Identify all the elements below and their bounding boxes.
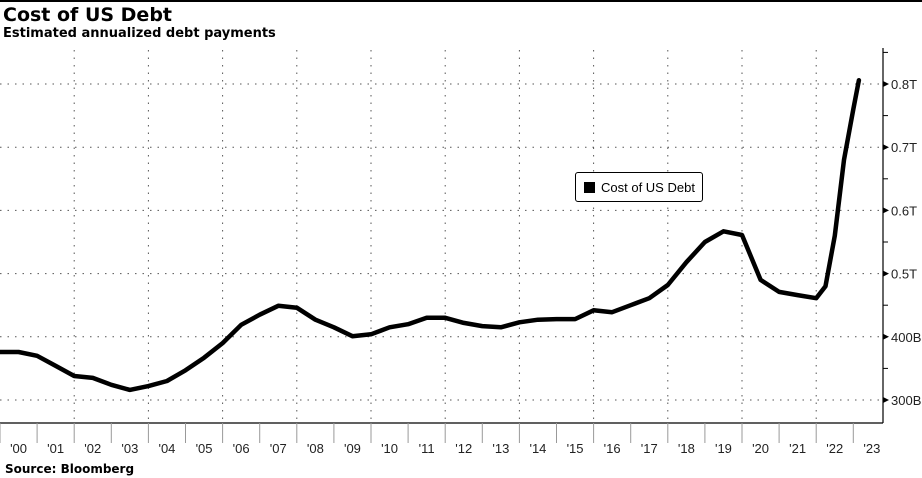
y-tick-marker <box>883 81 889 87</box>
x-tick-label: '16 <box>604 441 621 456</box>
x-tick-label: '11 <box>419 441 435 456</box>
x-tick-label: '08 <box>307 441 324 456</box>
x-tick-label: '03 <box>121 441 138 456</box>
x-tick-label: '00 <box>10 441 27 456</box>
chart-title: Cost of US Debt <box>3 4 173 26</box>
y-tick-marker <box>883 207 889 214</box>
x-tick-label: '17 <box>641 441 658 456</box>
x-tick-label: '01 <box>47 441 64 456</box>
y-tick-marker <box>883 270 889 277</box>
x-tick-label: '07 <box>270 441 287 456</box>
y-tick-marker <box>883 397 889 403</box>
y-tick-label: 0.5T <box>891 267 917 282</box>
legend-label: Cost of US Debt <box>601 179 695 195</box>
y-tick-label: 300B <box>891 393 921 408</box>
x-tick-label: '04 <box>158 441 175 456</box>
x-tick-label: '13 <box>492 441 509 456</box>
y-tick-label: 400B <box>891 330 921 345</box>
x-tick-label: '22 <box>826 441 843 456</box>
x-tick-label: '06 <box>233 441 250 456</box>
y-tick-marker <box>883 333 889 340</box>
x-tick-label: '02 <box>84 441 101 456</box>
y-tick-marker <box>883 144 889 151</box>
x-tick-label: '09 <box>344 441 361 456</box>
series-line <box>0 77 862 393</box>
chart-subtitle: Estimated annualized debt payments <box>3 26 276 41</box>
y-tick-label: 0.7T <box>891 140 917 155</box>
x-tick-label: '18 <box>678 441 695 456</box>
y-tick-label: 0.6T <box>891 203 917 218</box>
x-tick-label: '15 <box>567 441 584 456</box>
x-tick-label: '14 <box>529 441 546 456</box>
top-rule <box>0 0 922 2</box>
x-tick-label: '12 <box>455 441 472 456</box>
y-tick-label: 0.8T <box>891 77 917 92</box>
legend: Cost of US Debt <box>575 172 703 202</box>
x-tick-label: '21 <box>789 441 806 456</box>
x-tick-label: '19 <box>715 441 732 456</box>
x-tick-label: '20 <box>752 441 769 456</box>
x-tick-label: '23 <box>863 441 880 456</box>
source-note: Source: Bloomberg <box>5 462 135 476</box>
x-tick-label: '10 <box>381 441 398 456</box>
x-tick-label: '05 <box>196 441 213 456</box>
legend-swatch <box>584 181 595 193</box>
